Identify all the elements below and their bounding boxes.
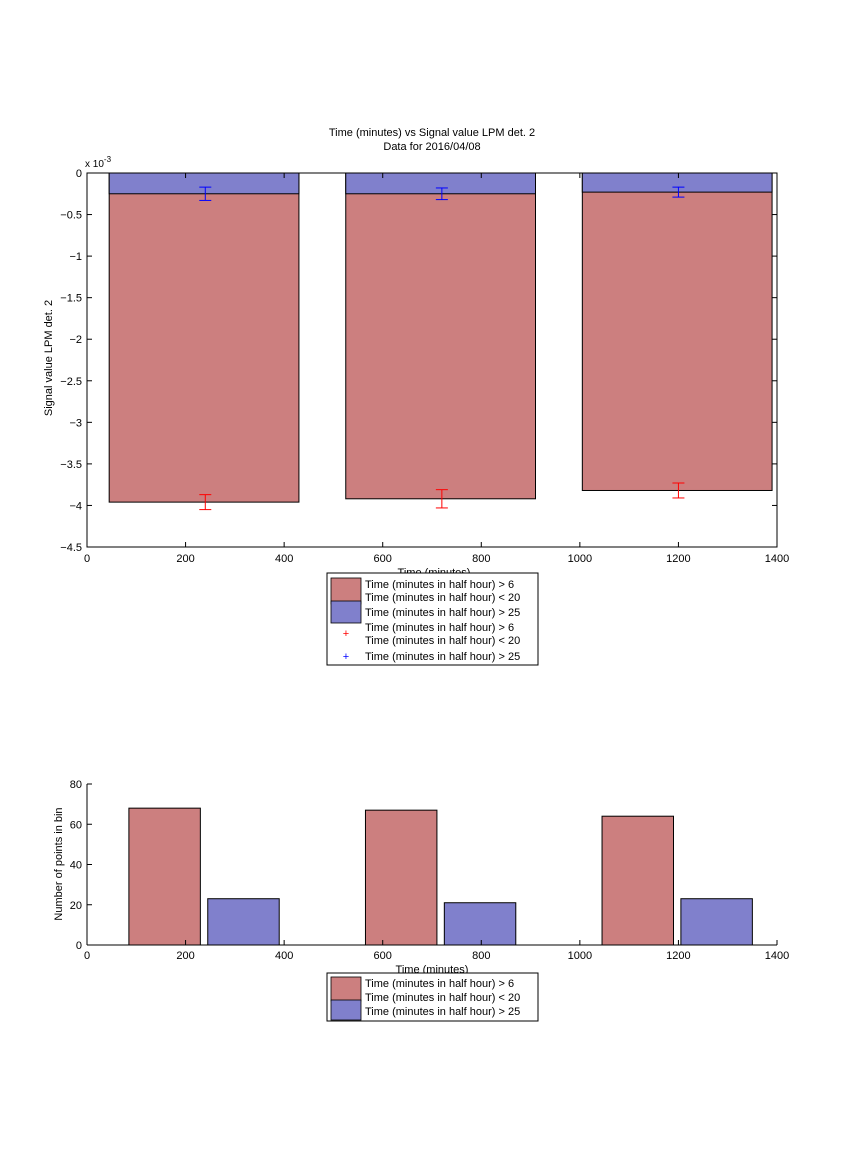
y-tick-label: −2.5 xyxy=(60,376,82,388)
legend-label: Time (minutes in half hour) > 6 xyxy=(365,978,514,990)
legend-swatch xyxy=(330,577,362,605)
legend-label: Time (minutes in half hour) > 25 xyxy=(365,1006,520,1018)
legend-marker: + xyxy=(343,651,349,663)
bar-series-2 xyxy=(345,172,536,195)
bar-series-1 xyxy=(364,809,438,946)
y-tick-label: −2 xyxy=(69,334,82,346)
chart-title: Time (minutes) vs Signal value LPM det. … xyxy=(329,127,535,139)
legend-marker: + xyxy=(343,628,349,640)
y-tick-label: 0 xyxy=(76,168,82,180)
x-tick-label: 0 xyxy=(84,553,90,565)
x-tick-label: 200 xyxy=(176,950,194,962)
signal-bars xyxy=(108,172,773,503)
legend-box xyxy=(326,972,539,1022)
x-tick-label: 600 xyxy=(374,553,392,565)
y-exponent-label: x 10-3 xyxy=(85,155,112,170)
signal-legend: Time (minutes in half hour) > 6 Time (mi… xyxy=(326,572,539,666)
signal-axes-frame xyxy=(86,172,778,548)
y-tick-label: −1.5 xyxy=(60,293,82,305)
y-tick-label: 60 xyxy=(70,819,82,831)
x-tick-label: 0 xyxy=(84,950,90,962)
legend-swatch xyxy=(330,976,362,1002)
bar-series-1 xyxy=(601,815,674,946)
legend-label: Time (minutes in half hour) > 6 xyxy=(365,622,514,634)
x-tick-label: 1200 xyxy=(666,950,690,962)
legend-label: Time (minutes in half hour) < 20 xyxy=(365,992,520,1004)
legend-box xyxy=(326,572,539,666)
legend-swatch xyxy=(330,600,362,624)
legend-label: Time (minutes in half hour) < 20 xyxy=(365,635,520,647)
errorbar xyxy=(199,494,212,511)
x-tick-label: 1200 xyxy=(666,553,690,565)
x-tick-label: 400 xyxy=(275,553,293,565)
bar-series-1 xyxy=(108,172,300,503)
y-axis-label: Number of points in bin xyxy=(53,807,65,920)
x-tick-label: 1400 xyxy=(765,950,789,962)
errorbar xyxy=(672,186,685,198)
x-tick-label: 200 xyxy=(176,553,194,565)
signal-errorbars xyxy=(199,186,685,511)
y-tick-label: −4.5 xyxy=(60,542,82,554)
legend-label: Time (minutes in half hour) > 25 xyxy=(365,607,520,619)
x-tick-label: 1000 xyxy=(568,553,592,565)
x-tick-label: 800 xyxy=(472,950,490,962)
count-legend: Time (minutes in half hour) > 6 Time (mi… xyxy=(326,972,539,1022)
y-tick-label: −0.5 xyxy=(60,210,82,222)
legend-label: Time (minutes in half hour) < 20 xyxy=(365,592,520,604)
y-tick-label: −3 xyxy=(69,417,82,429)
y-tick-label: −4 xyxy=(69,500,82,512)
errorbar xyxy=(199,186,212,201)
bar-series-1 xyxy=(128,807,201,946)
bar-series-1 xyxy=(345,172,536,500)
bar-series-2 xyxy=(680,898,753,946)
y-tick-label: 40 xyxy=(70,860,82,872)
y-tick-label: 0 xyxy=(76,940,82,952)
errorbar xyxy=(435,187,448,201)
bar-series-2 xyxy=(108,172,300,195)
x-tick-label: 1000 xyxy=(568,950,592,962)
y-axis-label: Signal value LPM det. 2 xyxy=(43,300,55,416)
x-tick-label: 600 xyxy=(374,950,392,962)
errorbar xyxy=(672,482,685,499)
bar-series-2 xyxy=(581,172,773,193)
y-tick-label: 80 xyxy=(70,779,82,791)
count-bars xyxy=(128,807,753,946)
bar-series-1 xyxy=(581,172,773,491)
y-tick-label: −3.5 xyxy=(60,459,82,471)
legend-swatch xyxy=(330,999,362,1021)
count-axis-ticks: 0 200 400 600 800 1000 1200 1400 0 20 40 60 80 xyxy=(70,779,789,962)
x-tick-label: 400 xyxy=(275,950,293,962)
y-tick-label: 20 xyxy=(70,900,82,912)
chart-subtitle: Data for 2016/04/08 xyxy=(383,141,480,153)
count-chart: 0 200 400 600 800 1000 1200 1400 0 20 40 60 80 Time … xyxy=(53,779,789,1022)
bar-series-2 xyxy=(443,902,517,946)
signal-axis-ticks: 0 200 400 600 800 1000 1200 1400 0 −0.5 −1 −1.5 −2 −2… xyxy=(60,168,789,565)
x-tick-label: 1400 xyxy=(765,553,789,565)
bar-series-2 xyxy=(207,898,280,946)
legend-label: Time (minutes in half hour) > 25 xyxy=(365,651,520,663)
y-tick-label: −1 xyxy=(69,251,82,263)
x-tick-label: 800 xyxy=(472,553,490,565)
errorbar xyxy=(435,489,448,509)
signal-chart: Time (minutes) vs Signal value LPM det. … xyxy=(43,127,789,666)
legend-label: Time (minutes in half hour) > 6 xyxy=(365,579,514,591)
